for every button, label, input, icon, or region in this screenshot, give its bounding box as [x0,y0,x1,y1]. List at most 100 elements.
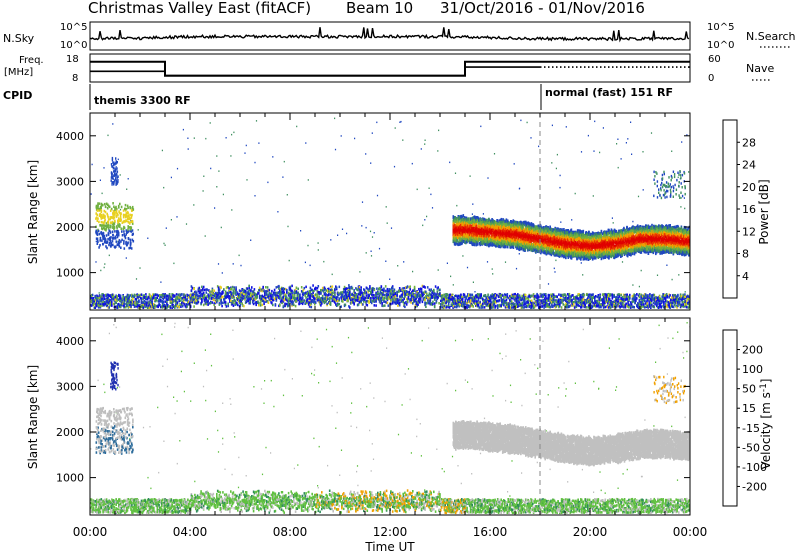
near-range-cell [550,293,552,296]
early-echo [121,234,124,237]
sparse-echo [594,120,596,123]
near-range-cell [108,301,110,305]
near-range-cell [409,294,411,297]
near-range-cell [90,299,93,302]
near-range-cell [468,293,470,296]
near-range-cell [164,304,166,307]
sparse-echo [163,186,165,189]
sparse-echo [233,131,235,134]
near-range-cell [299,302,301,305]
early-echo [96,237,99,240]
near-range-cell [307,303,310,306]
near-range-cell [416,301,418,305]
sparse-echo [452,284,454,286]
near-range-cell [205,296,208,299]
near-range-cell [589,293,592,296]
early-echo [115,214,117,217]
sparse-echo [341,228,344,230]
near-range-cell [575,297,578,300]
early-echo [114,230,116,233]
near-range-cell [450,297,453,301]
near-range-cell [636,304,639,308]
near-range-cell [309,290,312,293]
near-range-cell [565,294,567,297]
near-range-cell [370,288,373,292]
near-range-cell [372,297,375,300]
near-range-cell [500,299,502,302]
near-range-cell [521,294,523,298]
near-range-cell [366,296,369,300]
near-range-cell [155,304,158,308]
sparse-echo [267,181,269,184]
near-range-cell [359,293,362,296]
sparse-echo [422,224,424,227]
near-range-cell [202,303,205,307]
early-echo [102,226,105,229]
near-range-cell [237,296,240,299]
near-range-cell [657,305,659,309]
early-echo [122,215,125,219]
near-range-cell [472,296,474,299]
near-range-cell [499,295,502,299]
near-range-cell [171,293,173,296]
near-range-cell [240,296,243,299]
near-range-cell [503,298,505,301]
sparse-echo [491,268,493,270]
early-echo [98,246,100,249]
near-range-cell [121,300,124,304]
near-range-cell [449,297,452,301]
near-range-cell [447,300,449,303]
near-range-cell [506,294,509,297]
near-range-cell [537,299,539,303]
near-range-cell [230,287,232,291]
sparse-echo [139,267,141,269]
near-range-cell [311,293,313,296]
near-range-cell [340,291,342,294]
early-echo [102,215,105,218]
early-echo [102,237,104,240]
near-range-cell [300,290,303,293]
sparse-echo [469,175,471,177]
sparse-echo [135,278,138,280]
near-range-cell [177,293,180,297]
near-range-cell [433,292,436,295]
near-range-cell [441,305,444,309]
early-echo [126,217,129,221]
near-range-cell [398,298,401,301]
sparse-echo [466,266,469,269]
near-range-cell [451,296,453,300]
near-range-cell [524,293,527,297]
sparse-echo [555,167,557,170]
near-range-cell [202,294,205,297]
near-range-cell [532,304,535,307]
near-range-cell [566,300,568,303]
near-range-cell [277,294,279,298]
near-range-cell [141,301,144,304]
near-range-cell [438,294,440,298]
near-range-cell [460,301,462,304]
early-echo [107,223,110,227]
early-high-echo [115,183,117,186]
near-range-cell [644,293,647,296]
near-range-cell [145,293,147,296]
near-range-cell [401,288,404,291]
near-range-cell [229,291,231,294]
near-range-cell [251,297,253,301]
near-range-cell [550,296,552,299]
near-range-cell [399,298,402,302]
sparse-echo [437,269,439,271]
near-range-cell [495,299,497,303]
near-range-cell [383,289,385,293]
near-range-cell [607,298,609,301]
near-range-cell [653,293,656,297]
near-range-cell [635,299,637,302]
early-echo [120,218,122,222]
near-range-cell [198,288,201,291]
near-range-cell [638,299,641,302]
near-range-cell [523,294,525,297]
near-range-cell [601,298,604,301]
near-range-cell [580,298,582,301]
near-range-cell [311,294,313,298]
near-range-cell [335,287,338,291]
near-range-cell [501,302,503,305]
